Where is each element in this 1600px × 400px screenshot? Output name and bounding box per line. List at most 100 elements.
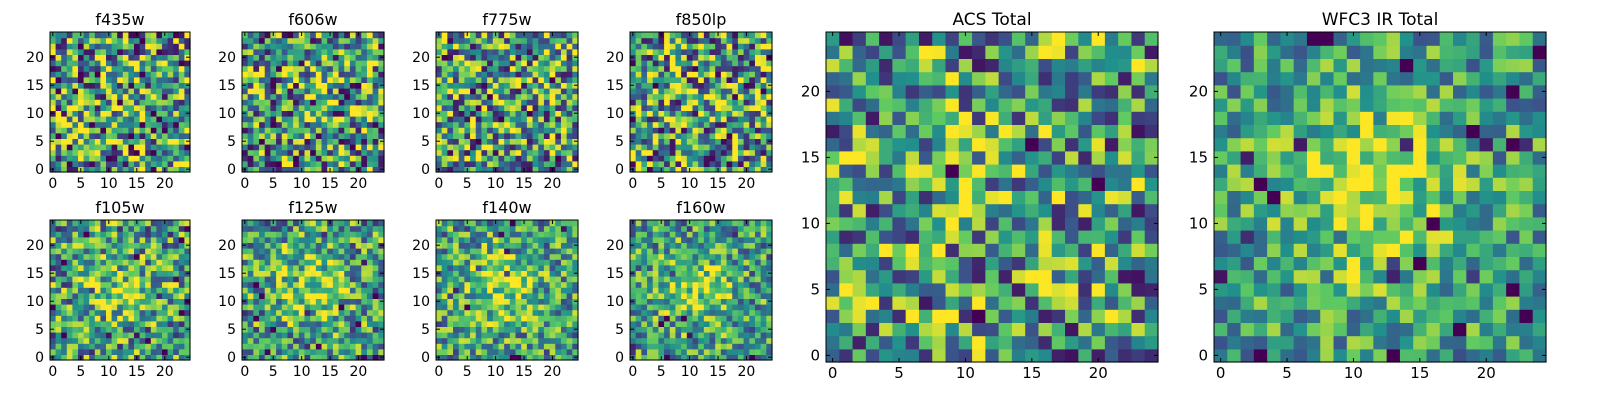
heatmap-cell [304, 121, 311, 128]
heatmap-cell [184, 160, 191, 167]
heatmap-cell [709, 76, 716, 83]
heatmap-cell [89, 116, 96, 123]
heatmap-cell [1519, 335, 1534, 350]
heatmap-cell [111, 354, 118, 361]
heatmap-cell [315, 88, 323, 95]
heatmap-cell [458, 43, 465, 50]
heatmap-cell [1532, 58, 1547, 73]
heatmap-cell [698, 166, 705, 173]
heatmap-cell [72, 54, 79, 61]
heatmap-cell [287, 276, 294, 283]
heatmap-cell [100, 138, 107, 145]
heatmap-cell [270, 48, 277, 55]
heatmap-cell [242, 121, 249, 128]
heatmap-cell [945, 98, 960, 112]
heatmap-cell [139, 248, 146, 255]
heatmap-cell [681, 93, 688, 100]
heatmap-cell [83, 354, 90, 361]
heatmap-cell [692, 88, 699, 95]
heatmap-cell [1426, 137, 1441, 152]
heatmap-cell [61, 144, 68, 151]
heatmap-cell [1399, 45, 1414, 59]
heatmap-cell [293, 48, 300, 55]
heatmap-cell [94, 326, 101, 333]
heatmap-cell [566, 76, 573, 83]
heatmap-cell [709, 138, 716, 145]
heatmap-cell [447, 127, 454, 134]
heatmap-cell [1306, 137, 1321, 152]
heatmap-cell [732, 144, 739, 151]
heatmap-cell [156, 287, 163, 294]
heatmap-cell [106, 160, 113, 167]
heatmap-cell [83, 343, 90, 350]
heatmap-cell [270, 110, 277, 117]
heatmap-cell [139, 270, 146, 277]
heatmap-cell [492, 155, 500, 162]
heatmap-cell [566, 99, 573, 106]
heatmap-cell [1426, 150, 1441, 165]
heatmap-cell [287, 99, 294, 106]
heatmap-cell [167, 259, 174, 266]
heatmap-cell [361, 43, 368, 50]
heatmap-cell [1439, 348, 1454, 363]
heatmap-cell [1479, 230, 1494, 244]
heatmap-cell [453, 127, 460, 134]
heatmap-cell [66, 110, 73, 117]
heatmap-cell [436, 116, 443, 123]
heatmap-cell [538, 88, 545, 95]
heatmap-cell [743, 138, 750, 145]
heatmap-cell [1293, 348, 1308, 363]
heatmap-cell [932, 230, 947, 244]
heatmap-cell [156, 60, 163, 67]
heatmap-cell [737, 82, 745, 89]
heatmap-cell [111, 149, 118, 156]
heatmap-cell [242, 315, 249, 322]
heatmap-cell [826, 111, 840, 125]
heatmap-cell [145, 315, 152, 322]
heatmap-cell [111, 264, 118, 271]
heatmap-cell [117, 348, 124, 355]
heatmap-cell [1253, 150, 1268, 165]
heatmap-cell [487, 144, 494, 151]
heatmap-cell [327, 281, 334, 288]
heatmap-cell [298, 48, 306, 55]
heatmap-cell [72, 121, 79, 128]
heatmap-cell [538, 99, 545, 106]
heatmap-cell [89, 138, 96, 145]
heatmap-cell [106, 110, 113, 117]
heatmap-cell [167, 93, 174, 100]
heatmap-cell [681, 121, 688, 128]
heatmap-cell [664, 82, 671, 89]
heatmap-cell [281, 138, 289, 145]
heatmap-cell [122, 155, 129, 162]
heatmap-cells [1214, 32, 1547, 363]
heatmap-cell [55, 343, 62, 350]
heatmap-cell [72, 160, 79, 167]
x-tick-label: 15 [321, 176, 339, 192]
heatmap-cell [526, 155, 534, 162]
heatmap-cell [1293, 230, 1308, 244]
heatmap-cell [372, 71, 379, 78]
heatmap-cell [1227, 84, 1242, 99]
heatmap-cell [985, 150, 1000, 165]
heatmap-cell [253, 354, 260, 361]
heatmap-cell [555, 37, 562, 44]
heatmap-cell [276, 32, 283, 39]
heatmap-cell [464, 155, 471, 162]
heatmap-cell [134, 281, 141, 288]
heatmap-cell [100, 343, 107, 350]
heatmap-cell [361, 93, 368, 100]
heatmap-cell [932, 203, 947, 218]
heatmap-cell [139, 337, 146, 344]
heatmap-cell [242, 48, 249, 55]
heatmap-cell [50, 116, 57, 123]
heatmap-cell [242, 88, 249, 95]
heatmap-cell [72, 166, 79, 173]
heatmap-cell [892, 230, 907, 244]
heatmap-cell [1214, 309, 1228, 323]
heatmap-cell [726, 60, 733, 67]
heatmap-cell [117, 315, 124, 322]
heatmap-cell [173, 242, 180, 249]
heatmap-cell [66, 248, 73, 255]
